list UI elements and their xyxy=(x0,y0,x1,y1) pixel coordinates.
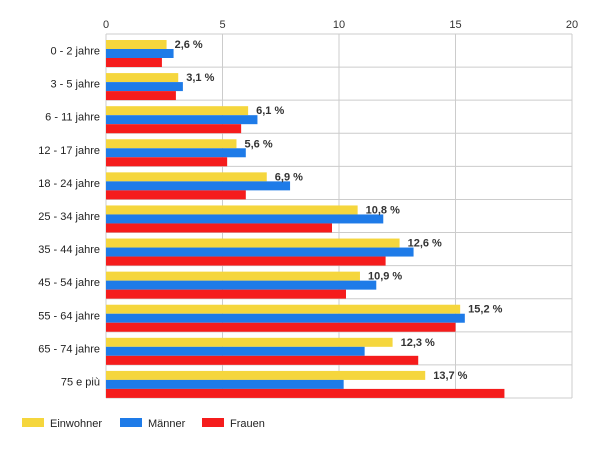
legend: Einwohner Männer Frauen xyxy=(22,418,265,430)
bar-frauen xyxy=(106,157,228,167)
category-label: 75 e più xyxy=(61,376,100,388)
bar-männer xyxy=(106,181,291,191)
legend-swatch xyxy=(202,418,224,427)
bar-männer xyxy=(106,49,174,58)
category-label: 12 - 17 jahre xyxy=(38,145,100,157)
bar-frauen xyxy=(106,223,333,233)
data-label: 6,1 % xyxy=(256,105,284,117)
bar-einwohner xyxy=(106,205,358,215)
bar-männer xyxy=(106,247,414,257)
data-label: 5,6 % xyxy=(244,138,272,150)
bar-frauen xyxy=(106,124,242,134)
data-label: 13,7 % xyxy=(433,370,467,382)
category-labels: 0 - 2 jahre 3 - 5 jahre 6 - 11 jahre 12 - 1… xyxy=(38,46,100,389)
data-label: 12,6 % xyxy=(408,238,442,250)
bar-einwohner xyxy=(106,172,267,182)
data-label: 3,1 % xyxy=(186,72,214,84)
data-label: 6,9 % xyxy=(275,171,303,183)
data-label: 2,6 % xyxy=(175,39,203,51)
bar-frauen xyxy=(106,355,419,365)
data-label: 10,9 % xyxy=(368,271,402,283)
bar-einwohner xyxy=(106,304,461,314)
category-label: 25 - 34 jahre xyxy=(38,211,100,223)
data-label: 10,8 % xyxy=(366,204,400,216)
x-axis-ticks: 0 5 10 15 20 xyxy=(103,19,578,31)
legend-swatch xyxy=(120,418,142,427)
bar-frauen xyxy=(106,289,346,299)
bar-frauen xyxy=(106,91,176,101)
category-label: 55 - 64 jahre xyxy=(38,310,100,322)
bar-männer xyxy=(106,313,465,323)
bar-frauen xyxy=(106,190,246,200)
bar-männer xyxy=(106,280,377,290)
data-labels: 2,6 % 3,1 % 6,1 % 5,6 % 6,9 % 10,8 % 12,6 % 10,… xyxy=(175,39,503,382)
x-tick-label: 15 xyxy=(449,19,461,31)
bar-männer xyxy=(106,346,365,356)
bar-männer xyxy=(106,148,246,158)
data-label: 15,2 % xyxy=(468,304,502,316)
x-tick-label: 10 xyxy=(333,19,345,31)
legend-swatch xyxy=(22,418,44,427)
bar-einwohner xyxy=(106,106,249,116)
bar-männer xyxy=(106,379,344,389)
bar-einwohner xyxy=(106,271,360,281)
grid-lines xyxy=(105,33,573,399)
category-label: 3 - 5 jahre xyxy=(50,79,100,91)
category-label: 35 - 44 jahre xyxy=(38,244,100,256)
bar-männer xyxy=(106,214,384,224)
bar-einwohner xyxy=(106,337,393,347)
bars xyxy=(106,40,505,398)
bar-männer xyxy=(106,82,183,92)
bar-einwohner xyxy=(106,238,400,248)
bar-frauen xyxy=(106,322,456,332)
category-label: 45 - 54 jahre xyxy=(38,277,100,289)
category-label: 0 - 2 jahre xyxy=(50,46,100,58)
category-label: 18 - 24 jahre xyxy=(38,178,100,190)
category-label: 6 - 11 jahre xyxy=(45,112,100,124)
bar-frauen xyxy=(106,58,162,67)
bar-frauen xyxy=(106,388,505,398)
bar-einwohner xyxy=(106,40,167,49)
bar-männer xyxy=(106,115,258,125)
legend-label: Männer xyxy=(148,418,186,430)
x-tick-label: 20 xyxy=(566,19,578,31)
legend-label: Frauen xyxy=(230,418,265,430)
category-label: 65 - 74 jahre xyxy=(38,343,100,355)
x-tick-label: 5 xyxy=(219,19,225,31)
bar-einwohner xyxy=(106,139,237,149)
bar-einwohner xyxy=(106,370,426,380)
data-label: 12,3 % xyxy=(401,337,435,349)
bar-einwohner xyxy=(106,73,179,83)
bar-frauen xyxy=(106,256,386,266)
x-tick-label: 0 xyxy=(103,19,109,31)
legend-label: Einwohner xyxy=(50,418,102,430)
